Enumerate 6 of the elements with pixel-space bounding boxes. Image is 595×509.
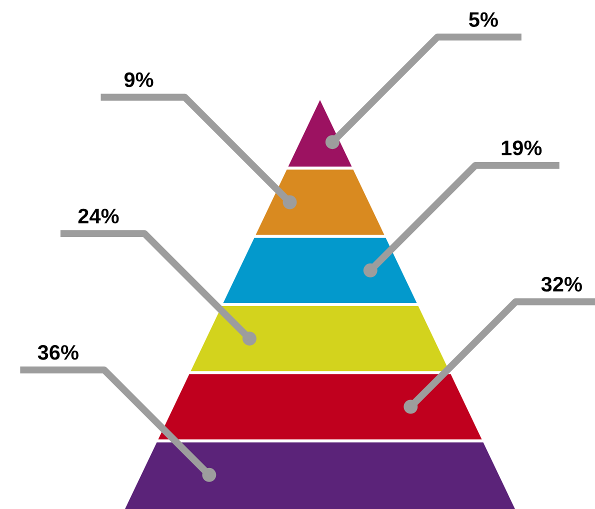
data-label: 9% [124, 72, 154, 88]
data-label: 36% [38, 345, 78, 360]
data-label: 19% [502, 140, 542, 156]
data-label: 5% [469, 12, 498, 27]
data-label: 32% [541, 276, 582, 292]
data-label: 24% [78, 208, 119, 224]
